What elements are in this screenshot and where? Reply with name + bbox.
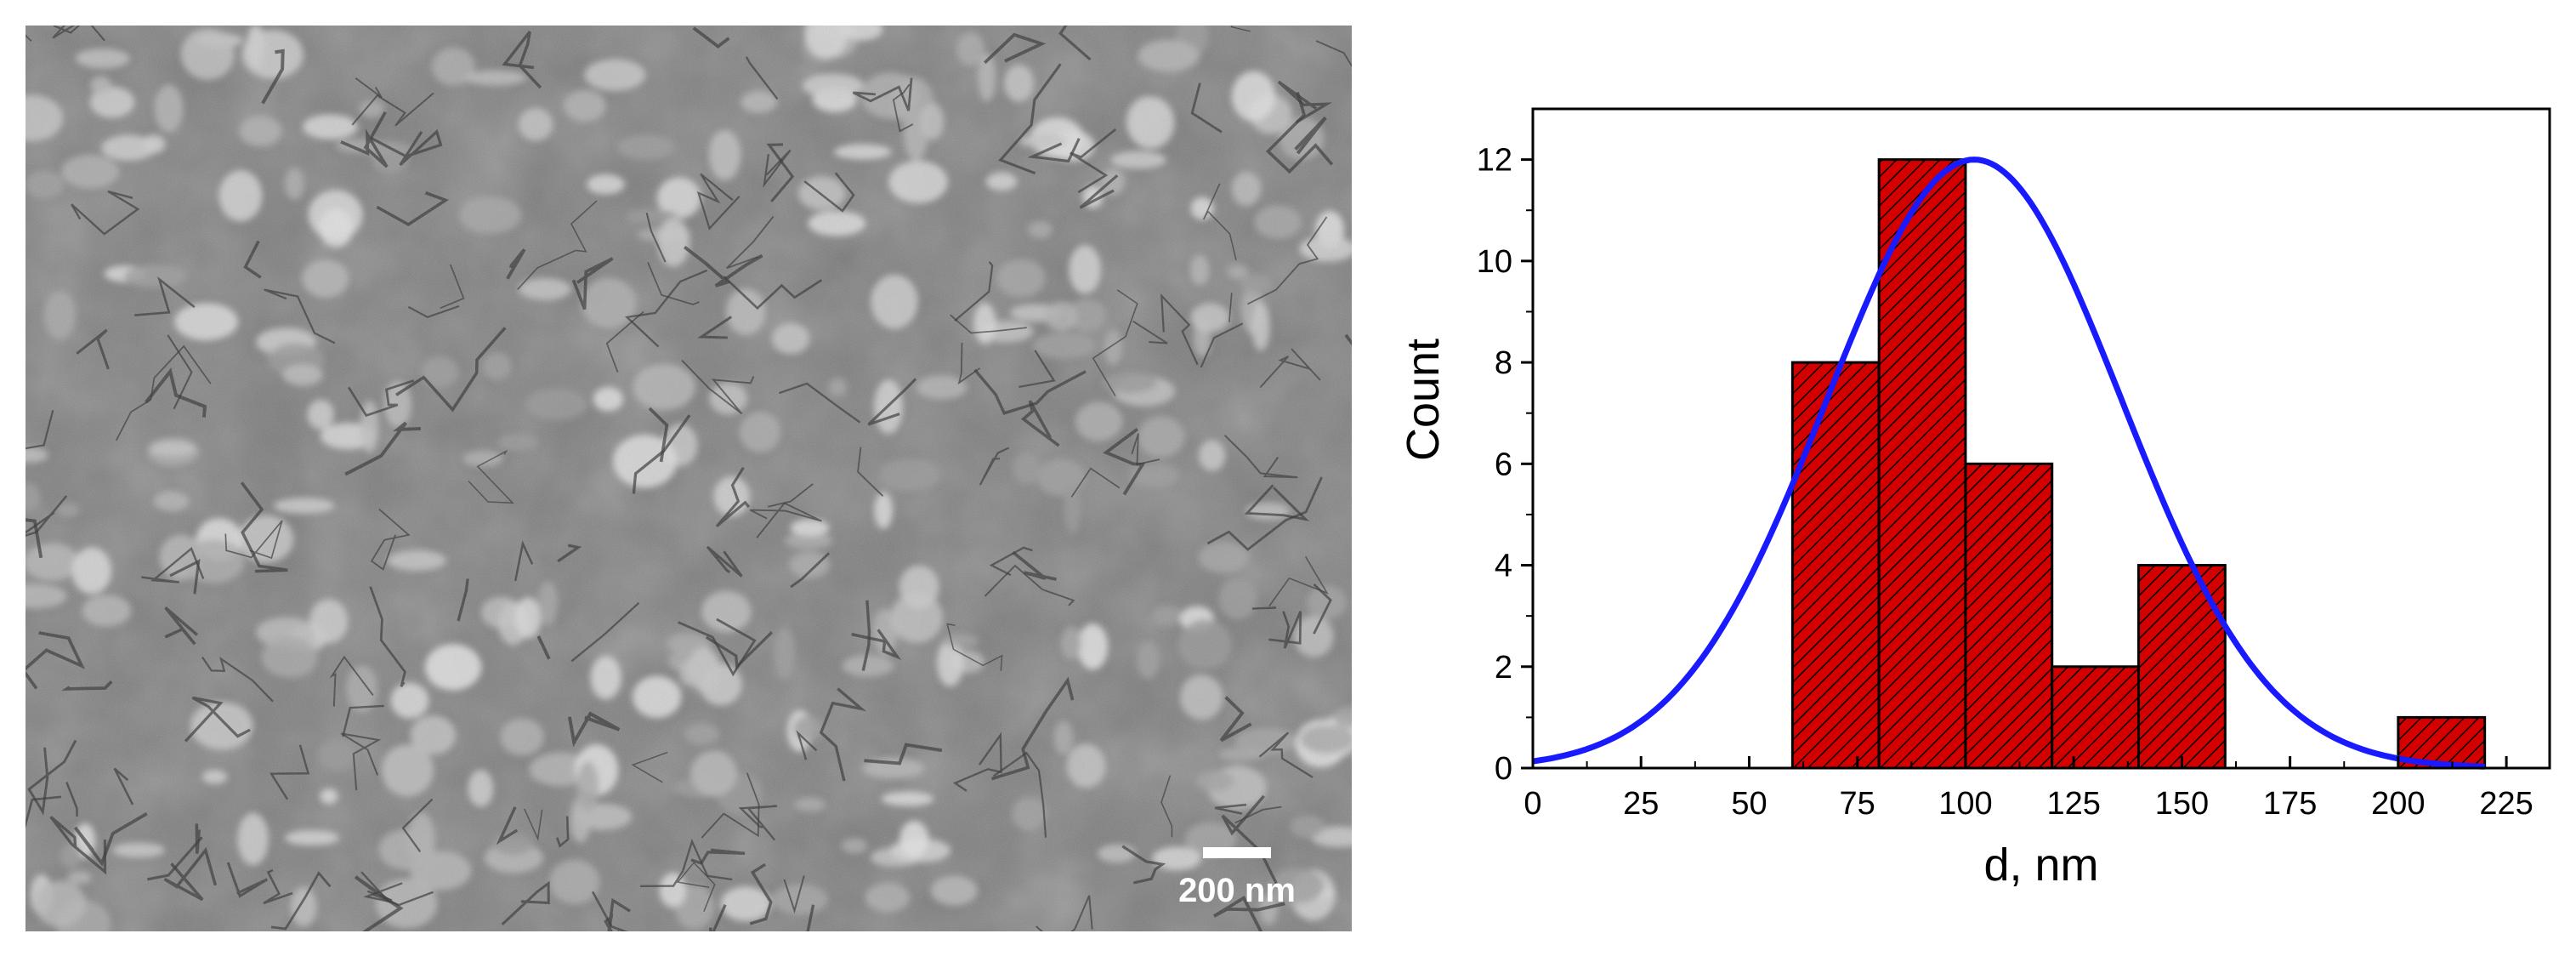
y-tick-label: 0 bbox=[1495, 751, 1512, 787]
x-tick-label: 225 bbox=[2479, 786, 2533, 822]
histogram-bar bbox=[2397, 715, 2487, 770]
x-tick-label: 50 bbox=[1731, 786, 1767, 822]
x-axis-label: d, nm bbox=[1983, 840, 2098, 891]
y-tick-label: 8 bbox=[1495, 345, 1512, 381]
histogram-bar bbox=[2137, 564, 2227, 770]
scale-bar bbox=[1203, 847, 1271, 858]
x-tick-label: 150 bbox=[2155, 786, 2209, 822]
y-tick-label: 6 bbox=[1495, 447, 1512, 482]
y-tick-label: 2 bbox=[1495, 650, 1512, 686]
y-tick-label: 10 bbox=[1477, 244, 1512, 280]
x-tick-label: 75 bbox=[1840, 786, 1875, 822]
histogram-bar bbox=[1790, 361, 1881, 770]
x-tick-label: 25 bbox=[1623, 786, 1659, 822]
scale-bar-label: 200 nm bbox=[1178, 872, 1296, 909]
y-axis: 0 2 4 6 8 10 12 bbox=[1477, 143, 1533, 787]
histogram-bar bbox=[2051, 665, 2141, 770]
x-tick-label: 200 bbox=[2371, 786, 2425, 822]
x-tick-label: 175 bbox=[2263, 786, 2317, 822]
y-axis-label: Count bbox=[1398, 339, 1449, 461]
histogram-bars bbox=[1790, 158, 2487, 770]
sem-micrograph: 200 nm bbox=[26, 26, 1352, 931]
histogram-chart: 0 25 50 75 100 125 150 175 200 225 0 2 4 6 8 10 12 d, n… bbox=[1398, 107, 2551, 891]
x-axis: 0 25 50 75 100 125 150 175 200 225 bbox=[1523, 756, 2533, 822]
x-tick-label: 0 bbox=[1523, 786, 1541, 822]
histogram-bar bbox=[1964, 462, 2054, 770]
gaussian-fit-curve bbox=[1532, 157, 2485, 770]
y-tick-label: 12 bbox=[1477, 143, 1512, 179]
plot-frame bbox=[1531, 107, 2551, 770]
x-tick-label: 100 bbox=[1938, 786, 1992, 822]
x-tick-label: 125 bbox=[2046, 786, 2100, 822]
y-tick-label: 4 bbox=[1495, 549, 1512, 584]
